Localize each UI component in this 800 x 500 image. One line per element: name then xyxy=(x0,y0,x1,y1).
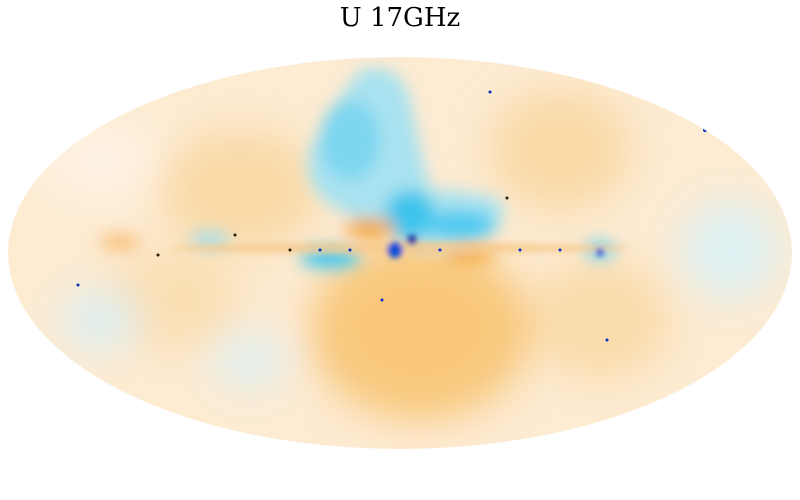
source xyxy=(605,338,609,342)
galactic-plane xyxy=(170,235,630,258)
source xyxy=(596,248,604,256)
region xyxy=(425,210,495,240)
source xyxy=(438,248,442,252)
region xyxy=(490,90,630,210)
source xyxy=(156,253,160,257)
source xyxy=(488,90,492,94)
map-title: U 17GHz xyxy=(340,3,460,33)
source xyxy=(703,128,707,132)
region xyxy=(680,200,780,300)
region xyxy=(310,240,530,420)
region xyxy=(385,190,435,240)
source xyxy=(518,248,522,252)
cool-regions xyxy=(100,68,615,268)
source xyxy=(505,196,509,200)
region xyxy=(160,130,320,250)
source xyxy=(76,283,80,287)
source xyxy=(558,248,562,252)
region xyxy=(40,120,160,200)
source xyxy=(348,248,352,252)
region xyxy=(530,260,670,380)
region xyxy=(60,290,140,350)
region xyxy=(320,100,380,180)
region xyxy=(345,218,395,238)
source xyxy=(380,298,384,302)
region xyxy=(100,234,140,250)
source xyxy=(407,235,417,245)
source xyxy=(233,233,237,237)
source xyxy=(288,248,292,252)
source xyxy=(387,242,403,258)
region xyxy=(210,330,290,390)
warm-regions xyxy=(40,90,780,420)
mollweide-map xyxy=(8,57,792,449)
point-sources xyxy=(76,90,707,342)
region xyxy=(190,232,230,248)
source xyxy=(318,248,322,252)
